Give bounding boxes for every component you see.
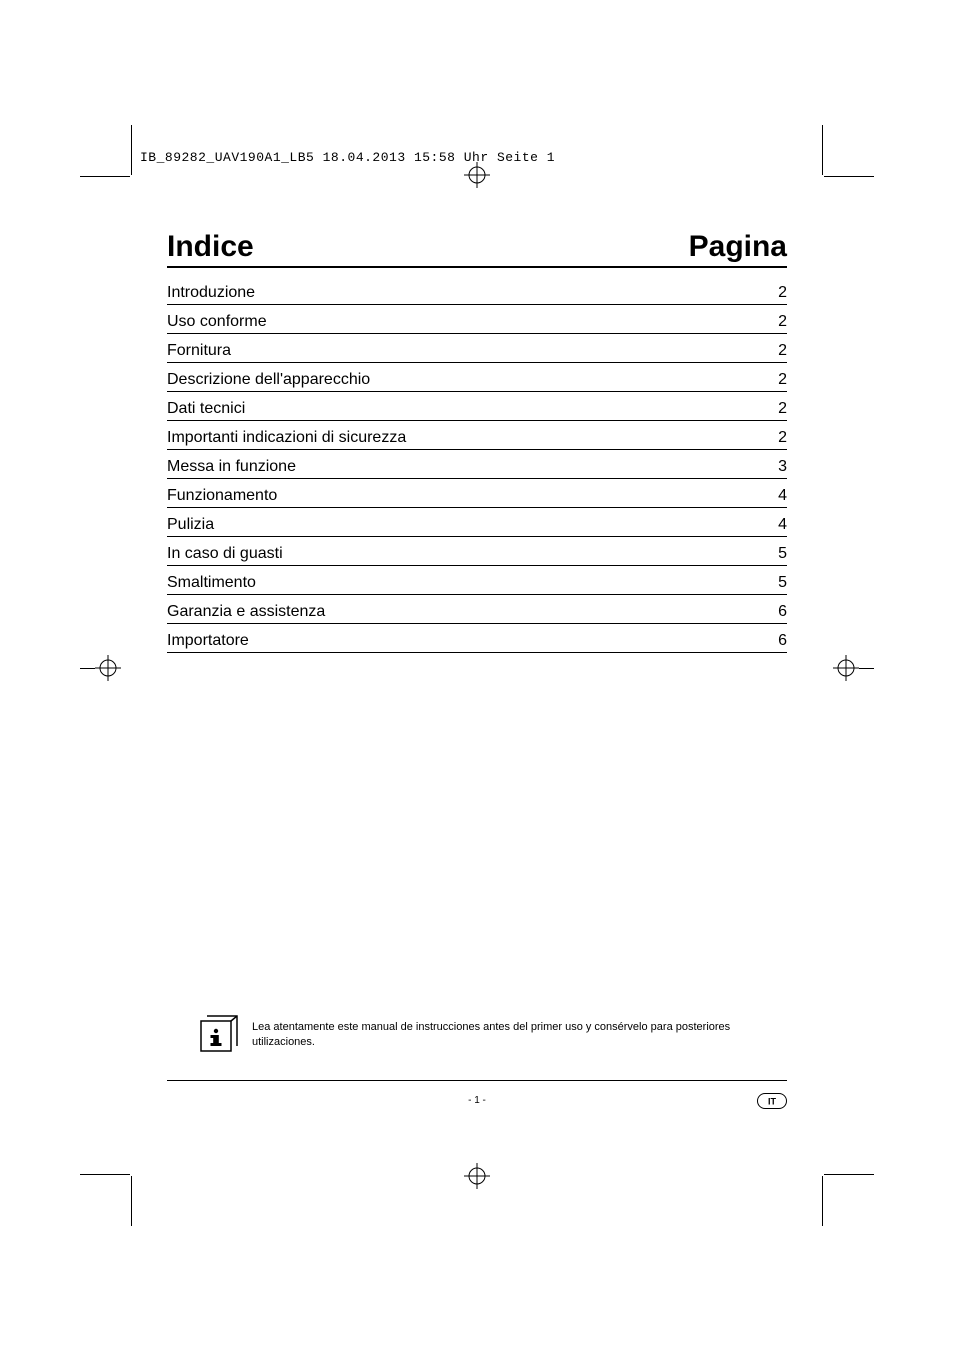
toc-row-title: Introduzione [167, 284, 255, 302]
toc-row: Importatore 6 [167, 630, 787, 653]
toc-row-title: Importanti indicazioni di sicurezza [167, 429, 406, 447]
crop-tick [80, 668, 95, 669]
toc-heading-left: Indice [167, 230, 254, 264]
toc-row: Dati tecnici 2 [167, 398, 787, 421]
toc-row-title: Uso conforme [167, 313, 267, 331]
registration-mark-icon [464, 162, 490, 188]
toc-row-page: 2 [778, 313, 787, 331]
toc-row-title: Pulizia [167, 516, 214, 534]
toc-container: Indice Pagina Introduzione 2 Uso conforme 2… [167, 230, 787, 659]
toc-row-page: 5 [778, 545, 787, 563]
toc-header: Indice Pagina [167, 230, 787, 268]
registration-mark-icon [95, 655, 121, 681]
toc-row-title: Descrizione dell'apparecchio [167, 371, 370, 389]
crop-mark [822, 125, 823, 175]
toc-row: Introduzione 2 [167, 282, 787, 305]
toc-row-page: 3 [778, 458, 787, 476]
toc-row-title: Importatore [167, 632, 249, 650]
toc-heading-right: Pagina [689, 230, 787, 264]
toc-row-page: 2 [778, 284, 787, 302]
toc-row-page: 4 [778, 487, 787, 505]
toc-row-title: Messa in funzione [167, 458, 296, 476]
toc-row: Pulizia 4 [167, 514, 787, 537]
footer-rule [167, 1080, 787, 1081]
crop-mark [131, 125, 132, 175]
crop-tick [859, 668, 874, 669]
toc-rows: Introduzione2Uso conforme2Fornitura2Desc… [167, 282, 787, 653]
toc-row: Importanti indicazioni di sicurezza 2 [167, 427, 787, 450]
crop-mark [822, 1176, 823, 1226]
toc-row-page: 2 [778, 400, 787, 418]
toc-row: Descrizione dell'apparecchio 2 [167, 369, 787, 392]
crop-mark [80, 1174, 130, 1175]
toc-row-title: Dati tecnici [167, 400, 245, 418]
footer: - 1 - IT [167, 1080, 787, 1115]
registration-mark-icon [833, 655, 859, 681]
language-badge-text: IT [768, 1097, 777, 1107]
toc-row-title: Garanzia e assistenza [167, 603, 325, 621]
toc-row-title: Funzionamento [167, 487, 277, 505]
toc-row: Messa in funzione 3 [167, 456, 787, 479]
crop-mark [824, 176, 874, 177]
toc-row-page: 4 [778, 516, 787, 534]
toc-row-page: 2 [778, 342, 787, 360]
registration-mark-icon [464, 1163, 490, 1189]
crop-mark [131, 1176, 132, 1226]
toc-row-page: 5 [778, 574, 787, 592]
language-badge: IT [757, 1093, 787, 1114]
note-text: Lea atentamente este manual de instrucci… [252, 1020, 760, 1050]
crop-mark [80, 176, 130, 177]
toc-row-title: Smaltimento [167, 574, 256, 592]
toc-row: Funzionamento 4 [167, 485, 787, 508]
toc-row-page: 6 [778, 603, 787, 621]
toc-row: Smaltimento 5 [167, 572, 787, 595]
info-booklet-icon [200, 1015, 242, 1055]
print-header: IB_89282_UAV190A1_LB5 18.04.2013 15:58 U… [140, 150, 555, 165]
toc-row-title: In caso di guasti [167, 545, 283, 563]
toc-row: Uso conforme 2 [167, 311, 787, 334]
toc-row-page: 2 [778, 429, 787, 447]
crop-mark [824, 1174, 874, 1175]
toc-row-title: Fornitura [167, 342, 231, 360]
note-block: Lea atentamente este manual de instrucci… [200, 1015, 760, 1055]
toc-row-page: 2 [778, 371, 787, 389]
toc-row: In caso di guasti 5 [167, 543, 787, 566]
page-number: - 1 - [468, 1095, 486, 1106]
toc-row: Garanzia e assistenza 6 [167, 601, 787, 624]
toc-row-page: 6 [778, 632, 787, 650]
toc-row: Fornitura 2 [167, 340, 787, 363]
